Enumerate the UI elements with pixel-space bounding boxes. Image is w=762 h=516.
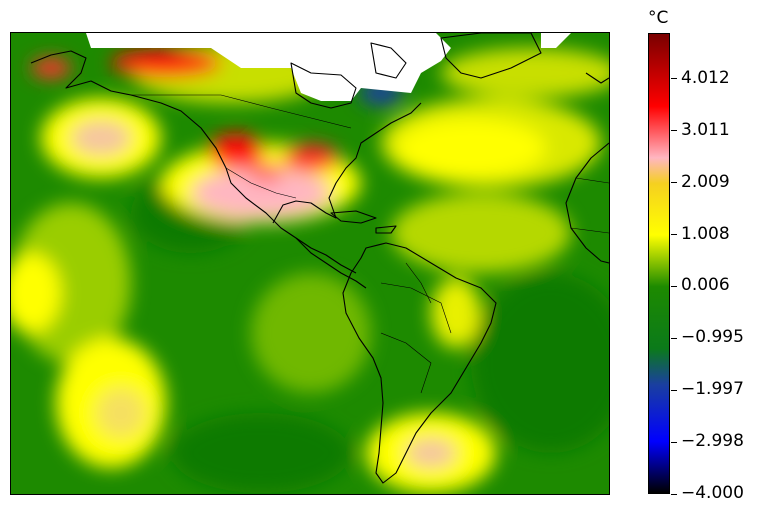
colorbar-tick-mark <box>671 182 677 184</box>
colorbar-tick-mark <box>671 337 677 339</box>
colorbar-unit: °C <box>648 8 669 28</box>
colorbar-tick-label: 4.012 <box>681 67 730 88</box>
colorbar-tick-mark <box>671 78 677 80</box>
temperature-anomaly-map <box>10 32 610 495</box>
colorbar-tick-mark <box>671 493 677 495</box>
country-borders <box>131 94 609 394</box>
colorbar-tick-label: −4.000 <box>681 483 744 503</box>
coastlines <box>30 33 609 484</box>
missing-data-region <box>11 33 451 101</box>
colorbar-tick-label: 0.006 <box>681 275 730 296</box>
colorbar-tick-label: 2.009 <box>681 171 730 192</box>
colorbar-tick-mark <box>671 389 677 391</box>
colorbar-tick-label: −2.998 <box>681 431 744 452</box>
colorbar-tick-mark <box>671 285 677 287</box>
colorbar-tick-mark <box>671 130 677 132</box>
colorbar-tick-label: −0.995 <box>681 327 744 348</box>
anomaly-field <box>11 43 609 493</box>
colorbar-tick-label: 1.008 <box>681 223 730 244</box>
colorbar-tick-label: −1.997 <box>681 379 744 400</box>
colorbar-tick-mark <box>671 441 677 443</box>
colorbar-tick-label: 3.011 <box>681 119 730 140</box>
colorbar <box>648 33 670 494</box>
map-canvas <box>11 33 609 494</box>
missing-data-region-ne <box>541 33 571 48</box>
colorbar-tick-mark <box>671 234 677 236</box>
